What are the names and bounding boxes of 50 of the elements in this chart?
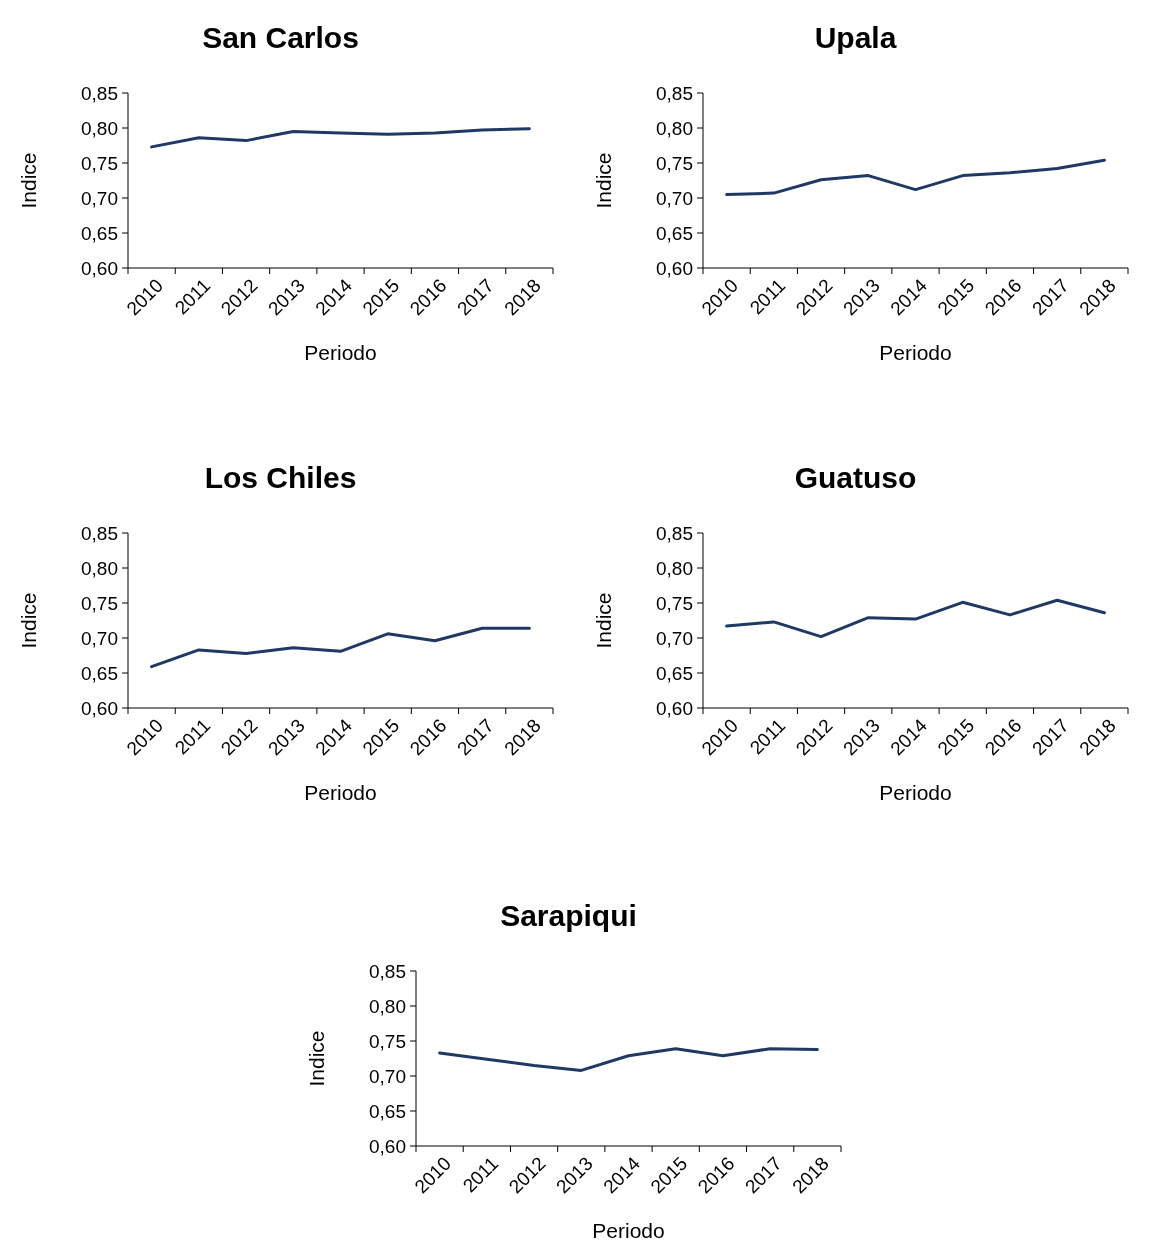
x-axis-title: Periodo: [304, 781, 377, 804]
line-series: [150, 626, 531, 669]
line-series: [150, 127, 531, 149]
y-tick-label: 0,70: [81, 627, 118, 649]
chart-title: Los Chiles: [204, 461, 357, 494]
y-tick-label: 0,70: [656, 627, 693, 649]
y-axis-title: Indice: [305, 1030, 328, 1087]
y-tick-label: 0,60: [81, 257, 118, 279]
line-series: [438, 1047, 819, 1072]
y-tick-label: 0,70: [369, 1065, 406, 1087]
x-axis-title: Periodo: [592, 1219, 665, 1242]
y-tick-label: 0,75: [656, 592, 693, 614]
y-tick-label: 0,80: [369, 995, 406, 1017]
y-tick-label: 0,65: [369, 1100, 406, 1122]
y-tick-label: 0,80: [81, 117, 118, 139]
y-tick-label: 0,65: [656, 222, 693, 244]
y-tick-label: 0,75: [656, 152, 693, 174]
y-tick-label: 0,80: [81, 557, 118, 579]
y-tick-label: 0,65: [81, 662, 118, 684]
y-tick-label: 0,85: [369, 960, 406, 982]
y-tick-label: 0,70: [656, 187, 693, 209]
y-tick-label: 0,65: [81, 222, 118, 244]
y-tick-label: 0,60: [369, 1135, 406, 1157]
y-tick-label: 0,60: [81, 697, 118, 719]
x-axis-title: Periodo: [304, 341, 377, 364]
chart-title: Sarapiqui: [500, 899, 637, 932]
y-tick-label: 0,65: [656, 662, 693, 684]
y-tick-label: 0,75: [81, 592, 118, 614]
y-tick-label: 0,75: [369, 1030, 406, 1052]
line-series: [725, 158, 1106, 196]
y-tick-label: 0,80: [656, 557, 693, 579]
y-tick-label: 0,85: [656, 82, 693, 104]
y-tick-label: 0,60: [656, 257, 693, 279]
y-axis-title: Indice: [17, 152, 40, 209]
x-axis-title: Periodo: [879, 341, 952, 364]
y-tick-label: 0,80: [656, 117, 693, 139]
chart-title: San Carlos: [202, 21, 359, 54]
y-tick-label: 0,85: [81, 82, 118, 104]
chart-title: Upala: [814, 21, 897, 54]
y-tick-label: 0,60: [656, 697, 693, 719]
y-axis-title: Indice: [592, 152, 615, 209]
y-axis-title: Indice: [592, 592, 615, 649]
y-axis-title: Indice: [17, 592, 40, 649]
chart-title: Guatuso: [794, 461, 917, 494]
y-tick-label: 0,75: [81, 152, 118, 174]
y-tick-label: 0,85: [656, 522, 693, 544]
x-axis-title: Periodo: [879, 781, 952, 804]
y-tick-label: 0,85: [81, 522, 118, 544]
y-tick-label: 0,70: [81, 187, 118, 209]
line-series: [725, 598, 1106, 639]
